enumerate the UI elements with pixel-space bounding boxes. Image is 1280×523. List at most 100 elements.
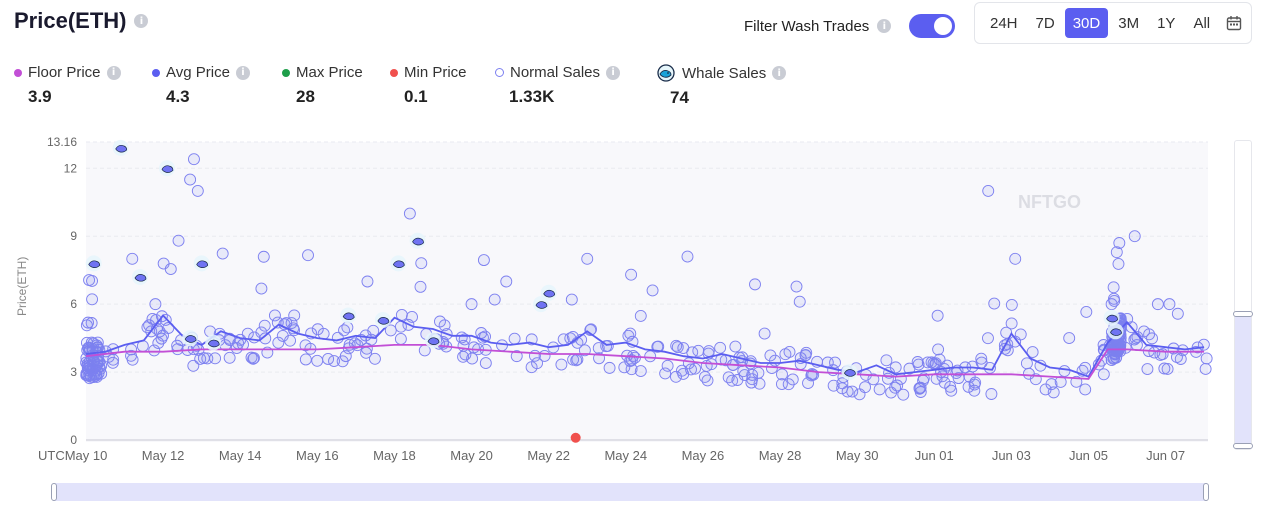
normal-sale-point[interactable] [1022,367,1035,380]
normal-sale-point[interactable] [670,370,682,383]
normal-sale-point[interactable] [779,348,792,361]
normal-sale-point[interactable] [1005,298,1018,311]
normal-sale-point[interactable] [384,324,397,337]
normal-sale-point[interactable] [782,378,795,391]
normal-sale-point[interactable] [157,329,169,342]
min-price-point[interactable] [570,432,581,443]
normal-sale-point[interactable] [1110,246,1123,259]
range-all-button[interactable]: All [1193,14,1211,32]
normal-sale-point[interactable] [84,363,97,375]
normal-sale-point[interactable] [272,336,285,349]
normal-sale-point[interactable] [438,319,451,332]
normal-sale-point[interactable] [268,309,281,322]
normal-sale-point[interactable] [466,352,479,365]
normal-sale-point[interactable] [459,348,472,361]
normal-sale-point[interactable] [936,370,949,383]
normal-sale-point[interactable] [368,352,381,365]
normal-sale-point[interactable] [659,367,672,380]
normal-sale-point[interactable] [88,356,101,369]
normal-sale-point[interactable] [216,247,229,260]
normal-sale-point[interactable] [455,331,468,344]
normal-sale-point[interactable] [331,331,344,344]
normal-sale-point[interactable] [415,257,428,270]
normal-sale-point[interactable] [152,337,165,350]
normal-sale-point[interactable] [361,275,374,288]
normal-sale-point[interactable] [914,386,927,398]
normal-sale-point[interactable] [644,350,657,363]
normal-sale-point[interactable] [982,332,994,345]
normal-sale-point[interactable] [230,342,243,354]
normal-sale-point[interactable] [581,252,594,265]
normal-sale-point[interactable] [975,352,988,365]
normal-sale-point[interactable] [414,280,427,293]
normal-sale-point[interactable] [201,352,214,365]
normal-sale-point[interactable] [722,371,735,384]
whale-sale-point[interactable] [390,255,407,272]
normal-sale-point[interactable] [1005,317,1018,330]
normal-sale-point[interactable] [188,153,200,166]
range-30d-button[interactable]: 30D [1064,8,1109,38]
normal-sale-point[interactable] [914,381,927,394]
normal-sale-point[interactable] [829,356,841,369]
normal-sale-point[interactable] [1009,252,1022,265]
normal-sale-point[interactable] [223,351,236,364]
normal-sale-point[interactable] [531,357,544,370]
legend-normal-sales[interactable]: Normal Sales i 1.33K [495,64,621,107]
normal-sale-point[interactable] [1199,362,1212,375]
normal-sale-point[interactable] [661,359,674,372]
normal-sale-point[interactable] [911,356,924,368]
normal-sale-point[interactable] [867,373,880,386]
normal-sale-point[interactable] [1163,298,1176,311]
normal-sale-point[interactable] [646,284,659,297]
normal-sale-point[interactable] [149,298,162,311]
normal-sale-point[interactable] [86,293,99,306]
normal-sale-point[interactable] [846,385,859,398]
normal-sale-point[interactable] [800,346,813,359]
normal-sale-point[interactable] [1158,362,1171,375]
normal-sale-point[interactable] [726,374,739,387]
info-icon[interactable]: i [134,14,149,28]
normal-sale-point[interactable] [1128,230,1141,243]
range-1y-button[interactable]: 1Y [1157,14,1176,32]
range-3m-button[interactable]: 3M [1118,14,1140,32]
normal-sale-point[interactable] [403,207,416,220]
normal-sale-point[interactable] [284,334,297,347]
normal-sale-point[interactable] [677,342,690,355]
normal-sale-point[interactable] [232,337,245,350]
normal-sale-point[interactable] [700,359,713,372]
normal-sale-point[interactable] [790,280,803,293]
normal-sale-point[interactable] [477,254,490,267]
normal-sale-point[interactable] [652,340,665,353]
normal-sale-point[interactable] [565,293,578,306]
normal-sale-point[interactable] [311,323,324,336]
whale-sale-point[interactable] [841,364,858,381]
normal-sale-point[interactable] [985,388,998,400]
normal-sale-point[interactable] [749,278,761,291]
range-24h-button[interactable]: 24H [990,14,1018,32]
normal-sale-point[interactable] [146,312,159,325]
normal-sale-point[interactable] [897,388,910,401]
normal-sale-point[interactable] [1079,383,1092,396]
legend-floor-price[interactable]: Floor Price i 3.9 [14,64,121,107]
normal-sale-point[interactable] [557,333,570,346]
normal-sale-point[interactable] [171,343,184,356]
whale-sale-point[interactable] [425,332,442,349]
whale-sale-point[interactable] [374,311,391,328]
normal-sale-point[interactable] [247,352,260,365]
whale-sale-point[interactable] [158,160,175,177]
normal-sale-point[interactable] [434,315,446,328]
whale-sale-point[interactable] [340,307,357,324]
normal-sale-point[interactable] [465,298,478,311]
normal-sale-point[interactable] [258,319,271,332]
normal-sale-point[interactable] [944,380,957,393]
normal-sale-point[interactable] [925,356,938,369]
normal-sale-point[interactable] [1138,325,1150,338]
normal-sale-point[interactable] [125,349,137,362]
normal-sale-point[interactable] [685,363,697,376]
y-zoom-slider[interactable] [1233,140,1253,450]
normal-sale-point[interactable] [1058,365,1071,377]
normal-sale-point[interactable] [859,381,872,394]
normal-sale-point[interactable] [786,373,799,386]
normal-sale-point[interactable] [1161,363,1174,375]
normal-sale-point[interactable] [80,369,93,382]
